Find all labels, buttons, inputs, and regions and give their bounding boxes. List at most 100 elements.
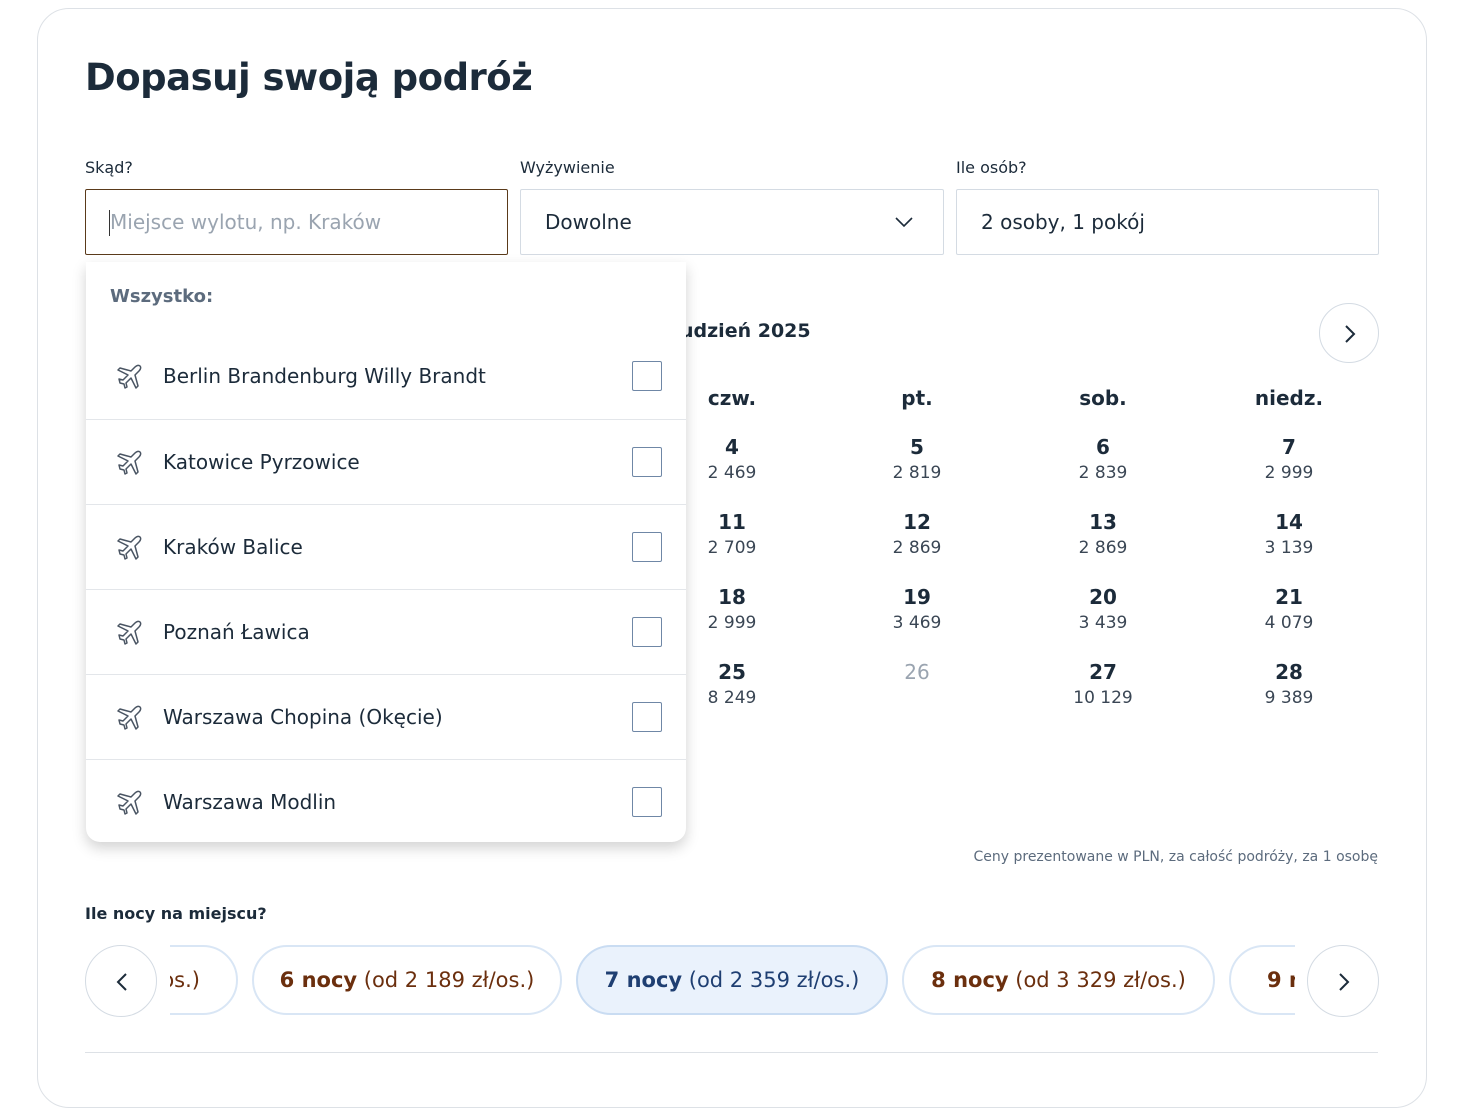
checkbox[interactable]: [632, 617, 662, 647]
airport-option[interactable]: Warszawa Modlin: [86, 759, 686, 844]
airport-name: Poznań Ławica: [163, 620, 310, 644]
day-number: 11: [718, 510, 746, 534]
day-price: 2 999: [1264, 463, 1314, 483]
board-select[interactable]: Dowolne: [520, 189, 944, 255]
airport-name: Berlin Brandenburg Willy Brandt: [163, 364, 486, 388]
chip-nights: 7 nocy: [604, 968, 683, 992]
prev-nights[interactable]: [85, 945, 157, 1017]
day-cell[interactable]: 13 2 869: [1043, 510, 1163, 570]
day-cell[interactable]: 21 4 079: [1229, 585, 1349, 645]
day-cell[interactable]: 20 3 439: [1043, 585, 1163, 645]
checkbox[interactable]: [632, 787, 662, 817]
divider: [85, 1052, 1378, 1053]
nights-chip[interactable]: 6 nocy (od 2 189 zł/os.): [252, 945, 562, 1015]
day-number: 7: [1282, 435, 1296, 459]
plane-icon: [117, 620, 142, 645]
arrow-icon: [1345, 325, 1356, 343]
next-nights[interactable]: [1307, 945, 1379, 1017]
day-price: 2 869: [892, 538, 942, 558]
day-number: 5: [910, 435, 924, 459]
guests-value: 2 osoby, 1 pokój: [981, 210, 1145, 234]
day-number: 13: [1089, 510, 1117, 534]
nights-label: Ile nocy na miejscu?: [85, 904, 267, 923]
chip-nights: 9 n: [1267, 968, 1295, 992]
chip-nights: 8 nocy: [931, 968, 1009, 992]
dropdown: Wszystko: Berlin Brandenburg Willy Brand…: [86, 262, 686, 842]
day-number: 18: [718, 585, 746, 609]
day-price: 9 389: [1264, 688, 1314, 708]
arrow-icon: [116, 973, 127, 991]
airport-option[interactable]: Warszawa Chopina (Okęcie): [86, 674, 686, 759]
plane-icon: [117, 790, 142, 815]
day-price: 10 129: [1073, 688, 1133, 708]
nights-chip[interactable]: 9 n: [1229, 945, 1295, 1015]
day-cell[interactable]: 27 10 129: [1043, 660, 1163, 720]
day-number: 26: [904, 660, 930, 684]
day-number: 25: [718, 660, 746, 684]
day-number: 21: [1275, 585, 1303, 609]
weekday: czw.: [707, 386, 757, 410]
day-cell[interactable]: 12 2 869: [857, 510, 977, 570]
chip-price: (od 2 189 zł/os.): [363, 968, 535, 992]
day-cell[interactable]: 18 2 999: [672, 585, 792, 645]
day-number: 28: [1275, 660, 1303, 684]
month-label: udzień 2025: [680, 320, 811, 342]
origin-input[interactable]: Miejsce wylotu, np. Kraków: [85, 189, 508, 255]
day-cell[interactable]: 25 8 249: [672, 660, 792, 720]
day-price: 2 839: [1078, 463, 1128, 483]
price-note: Ceny prezentowane w PLN, za całość podró…: [973, 849, 1378, 865]
day-cell[interactable]: 6 2 839: [1043, 435, 1163, 495]
dropdown-heading: Wszystko:: [110, 286, 214, 307]
airport-option[interactable]: Kraków Balice: [86, 504, 686, 589]
day-cell: 26: [857, 660, 977, 720]
plane-icon: [117, 705, 142, 730]
chip-price: os.): [170, 968, 200, 992]
chevron-icon: [895, 217, 913, 228]
airport-name: Katowice Pyrzowice: [163, 450, 360, 474]
day-number: 12: [903, 510, 931, 534]
plane-icon: [117, 450, 142, 475]
field-label: Ile osób?: [956, 158, 1027, 177]
day-price: 4 079: [1264, 613, 1314, 633]
day-price: 2 469: [707, 463, 757, 483]
airport-name: Warszawa Chopina (Okęcie): [163, 705, 443, 729]
day-cell[interactable]: 7 2 999: [1229, 435, 1349, 495]
weekday: sob.: [1079, 386, 1127, 410]
day-cell[interactable]: 11 2 709: [672, 510, 792, 570]
chip-nights: 6 nocy: [279, 968, 358, 992]
day-price: 3 139: [1264, 538, 1314, 558]
nights-chip[interactable]: 8 nocy (od 3 329 zł/os.): [902, 945, 1215, 1015]
checkbox[interactable]: [632, 532, 662, 562]
day-price: 3 469: [892, 613, 942, 633]
day-price: 8 249: [707, 688, 757, 708]
day-cell[interactable]: 14 3 139: [1229, 510, 1349, 570]
day-price: 2 999: [707, 613, 757, 633]
page-body: Dopasuj swoją podróż Skąd? Wyżywienie Il…: [37, 0, 1427, 1108]
title: Dopasuj swoją podróż: [85, 56, 533, 99]
guests-input[interactable]: 2 osoby, 1 pokój: [956, 189, 1379, 255]
airport-option[interactable]: Poznań Ławica: [86, 589, 686, 674]
day-price: 3 439: [1078, 613, 1128, 633]
day-price: 2 819: [892, 463, 942, 483]
day-cell[interactable]: 4 2 469: [672, 435, 792, 495]
airport-option[interactable]: Berlin Brandenburg Willy Brandt: [86, 334, 686, 419]
nights-chip[interactable]: 7 nocy (od 2 359 zł/os.): [576, 945, 888, 1015]
weekday: niedz.: [1254, 386, 1324, 410]
weekday: pt.: [901, 386, 933, 410]
airport-name: Kraków Balice: [163, 535, 303, 559]
checkbox[interactable]: [632, 361, 662, 391]
page: Dopasuj swoją podróż {"title": "Dopasuj …: [37, 0, 1427, 1108]
next-month[interactable]: [1319, 303, 1379, 363]
nights-chip[interactable]: os.): [170, 945, 238, 1015]
arrow-icon: [1339, 973, 1350, 991]
airport-name: Warszawa Modlin: [163, 790, 337, 814]
day-cell[interactable]: 5 2 819: [857, 435, 977, 495]
checkbox[interactable]: [632, 702, 662, 732]
day-cell[interactable]: 19 3 469: [857, 585, 977, 645]
day-number: 4: [725, 435, 739, 459]
checkbox[interactable]: [632, 447, 662, 477]
day-cell[interactable]: 28 9 389: [1229, 660, 1349, 720]
select-value: Dowolne: [545, 210, 632, 234]
airport-option[interactable]: Katowice Pyrzowice: [86, 419, 686, 504]
nights-carousel: os.)6 nocy (od 2 189 zł/os.)7 nocy (od 2…: [170, 0, 1295, 1072]
